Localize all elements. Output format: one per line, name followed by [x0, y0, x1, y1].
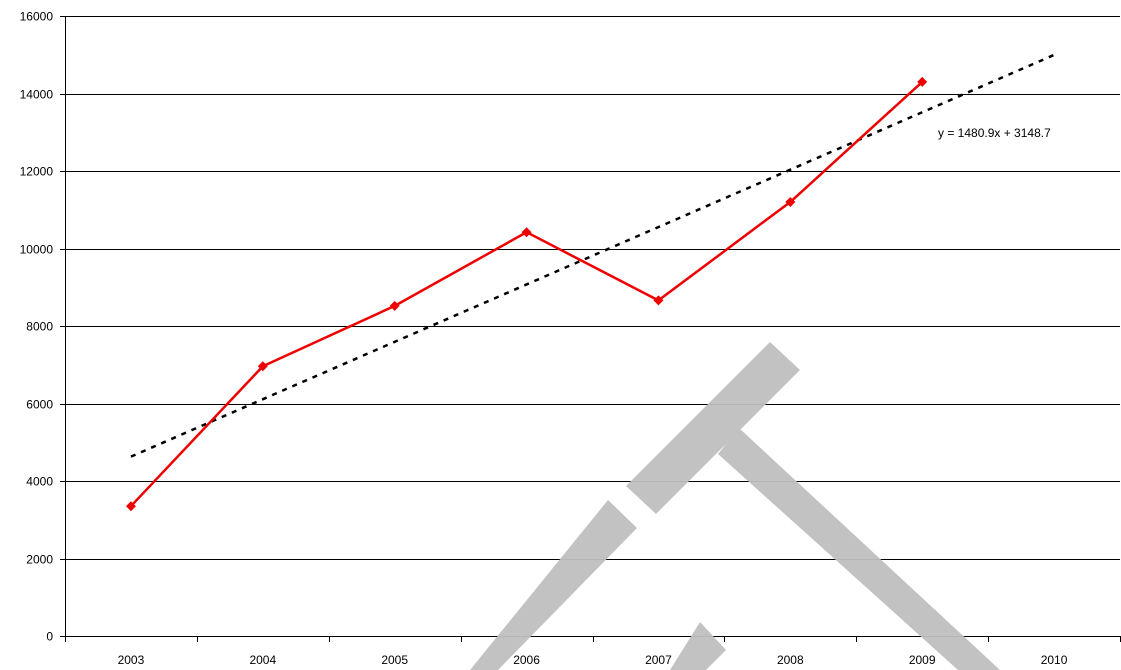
y-tick-label-2000: 2000 [26, 553, 53, 567]
x-tick-label-2005: 2005 [381, 653, 408, 667]
data-point-2008 [785, 197, 796, 207]
data-point-2004 [257, 361, 268, 372]
trendline [130, 53, 1055, 458]
watermark [470, 342, 1000, 670]
series-group [125, 76, 928, 512]
data-point-2006 [521, 227, 532, 238]
y-tick-label-16000: 16000 [20, 10, 54, 24]
y-tick-label-8000: 8000 [26, 320, 53, 334]
data-point-2003 [125, 501, 136, 512]
series-line-0 [129, 80, 924, 508]
x-tick-label-2008: 2008 [777, 653, 804, 667]
x-tick-label-2006: 2006 [513, 653, 540, 667]
watermark-stroke-upper-right [718, 428, 1000, 670]
y-tick-label-10000: 10000 [20, 243, 54, 257]
watermark-stroke-lower-mid [670, 622, 726, 670]
x-tick-label-2010: 2010 [1041, 653, 1068, 667]
x-tick-label-2003: 2003 [118, 653, 145, 667]
trendline-equation-label: y = 1480.9x + 3148.7 [938, 126, 1051, 140]
x-tick-label-2007: 2007 [645, 653, 672, 667]
y-tick-label-0: 0 [46, 630, 53, 644]
watermark-stroke-upper-left [626, 342, 800, 514]
y-tick-label-4000: 4000 [26, 475, 53, 489]
x-axis-tick-labels: 2003 2004 2005 2006 2007 2008 2009 2010 [118, 653, 1068, 667]
y-tick-label-12000: 12000 [20, 165, 54, 179]
y-tick-label-6000: 6000 [26, 398, 53, 412]
y-axis-tick-labels: 0 2000 4000 6000 8000 10000 12000 14000 16000 [20, 10, 54, 644]
data-point-2009 [917, 76, 928, 87]
data-point-2005 [389, 300, 400, 311]
trendline-group [130, 53, 1055, 458]
gridlines [65, 16, 1120, 560]
x-tick-label-2009: 2009 [909, 653, 936, 667]
x-tick-label-2004: 2004 [249, 653, 276, 667]
watermark-stroke-lower-left [470, 500, 637, 670]
y-tick-label-14000: 14000 [20, 88, 54, 102]
data-point-2007 [653, 295, 664, 306]
